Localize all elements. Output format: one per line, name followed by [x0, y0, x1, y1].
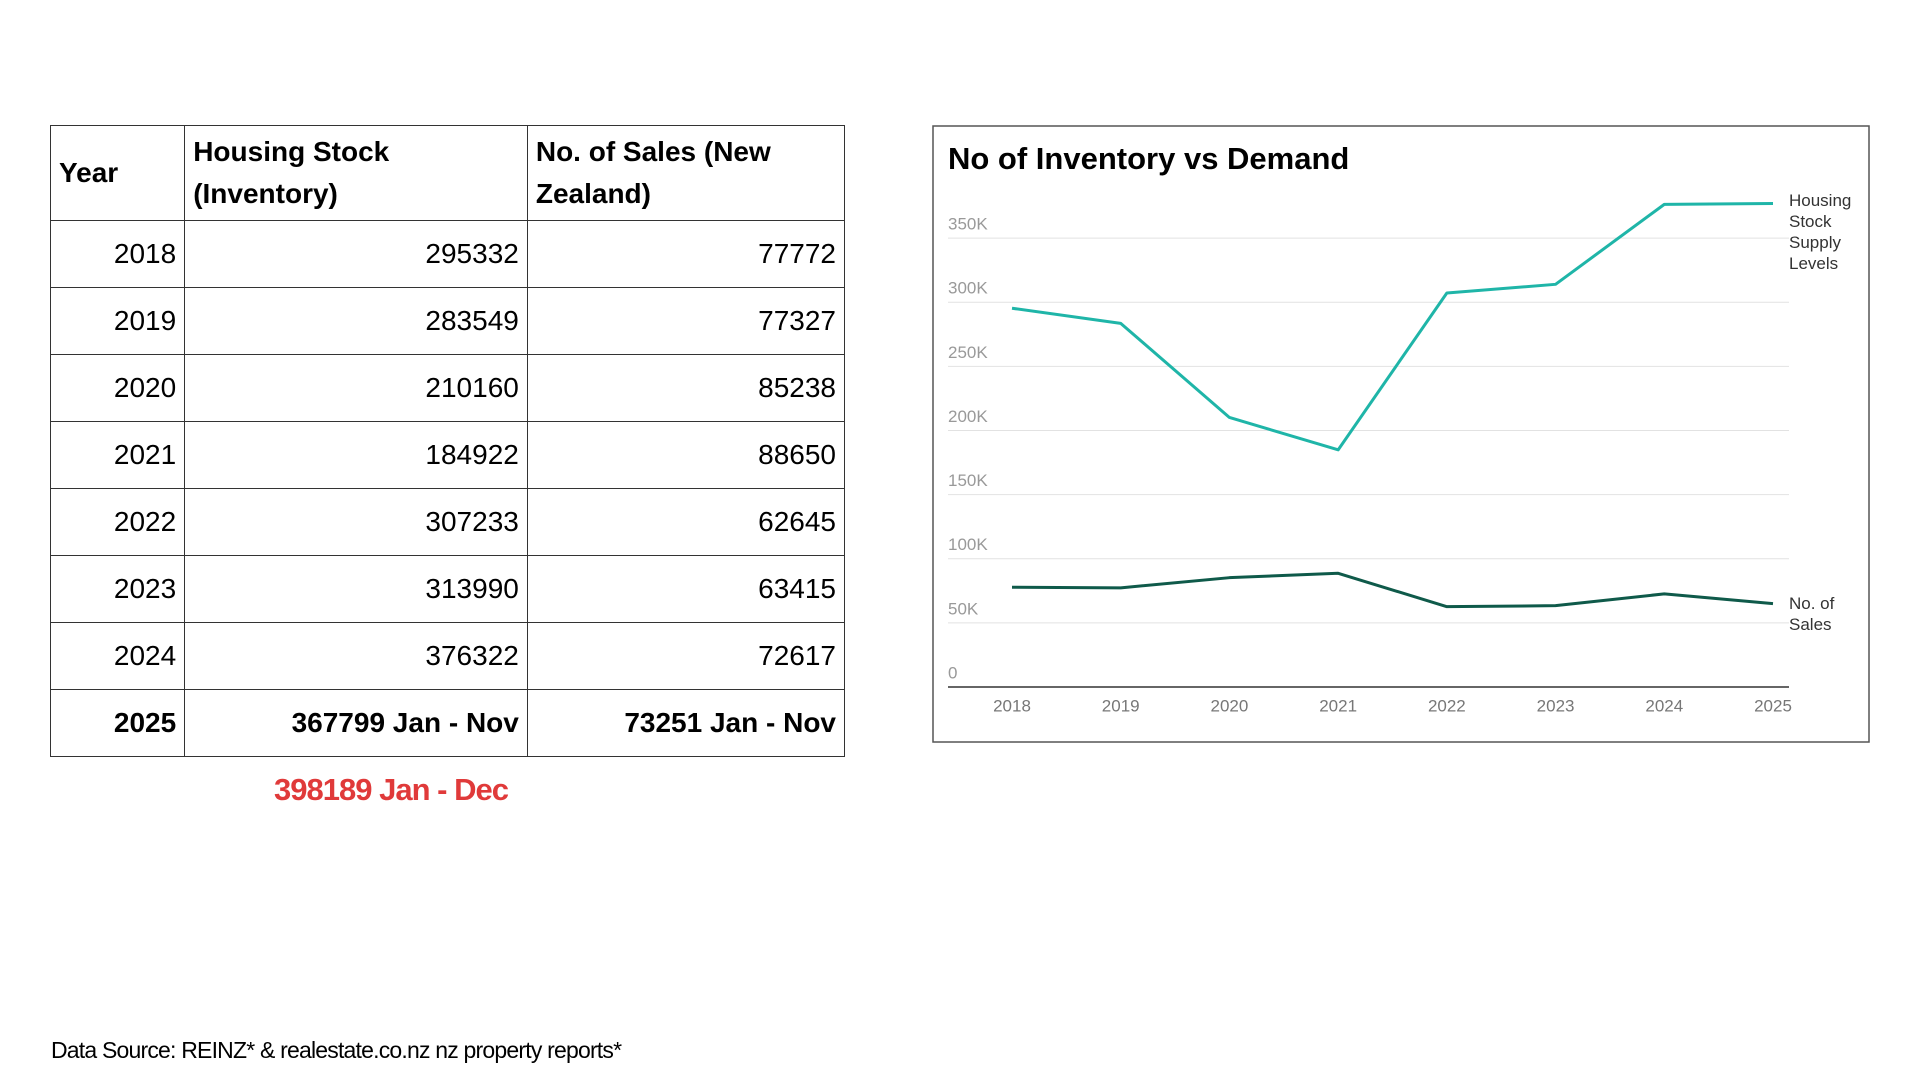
- table-row: 2018 295332 77772: [49, 220, 846, 288]
- table-row: 2020 210160 85238: [49, 354, 846, 422]
- table-cell: 2022: [49, 488, 186, 556]
- table-cell: 210160: [184, 354, 528, 422]
- chart-title: No of Inventory vs Demand: [948, 141, 1349, 176]
- y-tick-label: 200K: [948, 407, 988, 426]
- legend-label: No. of Sales: [1789, 593, 1835, 634]
- table-cell: 184922: [184, 421, 528, 489]
- note: 398189 Jan - Dec: [274, 772, 509, 807]
- series-line: [1011, 571, 1774, 609]
- table-row: 2021 184922 88650: [49, 421, 846, 489]
- y-tick-label: 250K: [948, 343, 988, 362]
- y-tick-label: 0: [948, 663, 957, 682]
- table-cell: 376322: [184, 622, 528, 690]
- column-header: No. of Sales (New Zealand): [526, 125, 846, 221]
- source: Data Source: REINZ* & realestate.co.nz n…: [51, 1037, 622, 1063]
- table-cell: 295332: [184, 220, 528, 288]
- table-cell: 72617: [526, 622, 846, 690]
- y-tick-label: 50K: [948, 599, 979, 618]
- column-header: Year: [49, 125, 186, 221]
- x-tick-label: 2025: [1754, 696, 1792, 715]
- table-cell: 2024: [49, 622, 186, 690]
- series-line: [1011, 201, 1774, 452]
- x-tick-label: 2024: [1645, 696, 1683, 715]
- table-cell: 2023: [49, 555, 186, 623]
- table-cell: 88650: [526, 421, 846, 489]
- header-row: Year Housing Stock (Inventory) No. of Sale…: [49, 125, 846, 221]
- table-cell: 85238: [526, 354, 846, 422]
- y-tick-label: 350K: [948, 215, 988, 234]
- table-row: 2022 307233 62645: [49, 488, 846, 556]
- table-cell: 283549: [184, 287, 528, 355]
- table-cell: 313990: [184, 555, 528, 623]
- x-tick-label: 2018: [993, 696, 1031, 715]
- table-cell: 307233: [184, 488, 528, 556]
- table-cell: 2021: [49, 421, 186, 489]
- chart-frame: [932, 125, 1870, 743]
- table-cell: 2018: [49, 220, 186, 288]
- x-tick-label: 2023: [1537, 696, 1575, 715]
- table-row: 2019 283549 77327: [49, 287, 846, 355]
- legend-label: Housing Stock Supply Levels: [1789, 191, 1852, 274]
- column-header: Housing Stock (Inventory): [184, 125, 528, 221]
- table-cell: 77327: [526, 287, 846, 355]
- table-cell: 73251 Jan - Nov: [526, 689, 846, 757]
- x-tick-label: 2020: [1211, 696, 1249, 715]
- table-cell: 2020: [49, 354, 186, 422]
- table-cell: 2025: [49, 689, 186, 757]
- table-row: 2023 313990 63415: [49, 555, 846, 623]
- x-tick-label: 2019: [1102, 696, 1140, 715]
- table-cell: 63415: [526, 555, 846, 623]
- table-row: 2025 367799 Jan - Nov 73251 Jan - Nov: [49, 689, 846, 757]
- table-row: 2024 376322 72617: [49, 622, 846, 690]
- y-tick-label: 150K: [948, 471, 988, 490]
- table-cell: 77772: [526, 220, 846, 288]
- x-tick-label: 2022: [1428, 696, 1466, 715]
- x-tick-label: 2021: [1319, 696, 1357, 715]
- table-cell: 2019: [49, 287, 186, 355]
- y-tick-label: 100K: [948, 535, 988, 554]
- table-cell: 367799 Jan - Nov: [184, 689, 528, 757]
- table-cell: 62645: [526, 488, 846, 556]
- data-table: Year Housing Stock (Inventory) No. of Sale…: [49, 125, 846, 757]
- y-tick-label: 300K: [948, 279, 988, 298]
